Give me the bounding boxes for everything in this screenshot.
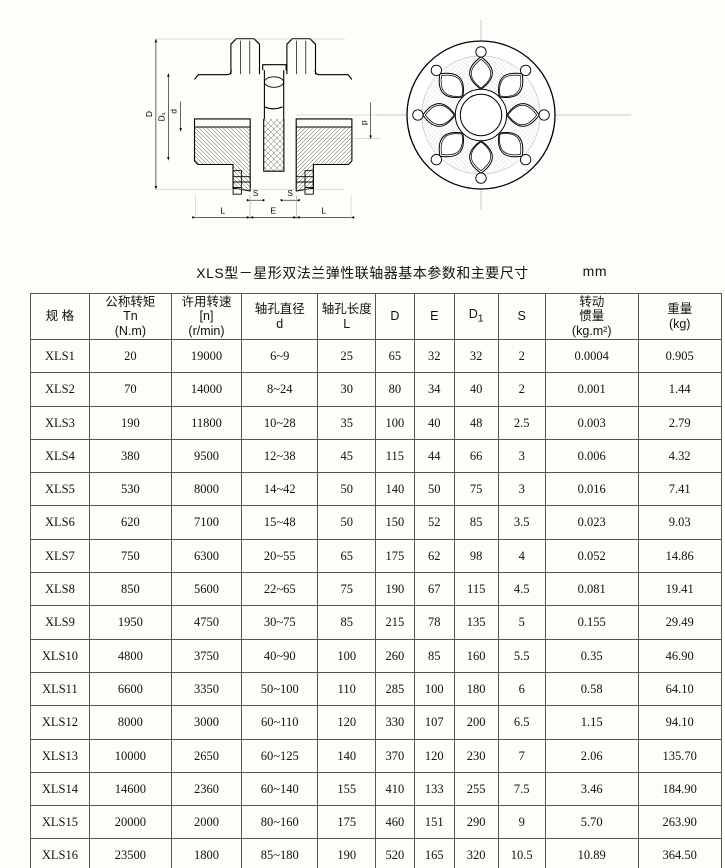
svg-text:D₁: D₁	[156, 112, 166, 121]
svg-text:L: L	[321, 205, 326, 215]
svg-text:S: S	[288, 189, 293, 198]
svg-text:D: D	[144, 111, 154, 117]
svg-text:S: S	[253, 189, 258, 198]
svg-text:E: E	[270, 205, 276, 215]
svg-text:L: L	[220, 205, 225, 215]
svg-text:p: p	[359, 120, 369, 125]
svg-text:d: d	[169, 109, 179, 114]
